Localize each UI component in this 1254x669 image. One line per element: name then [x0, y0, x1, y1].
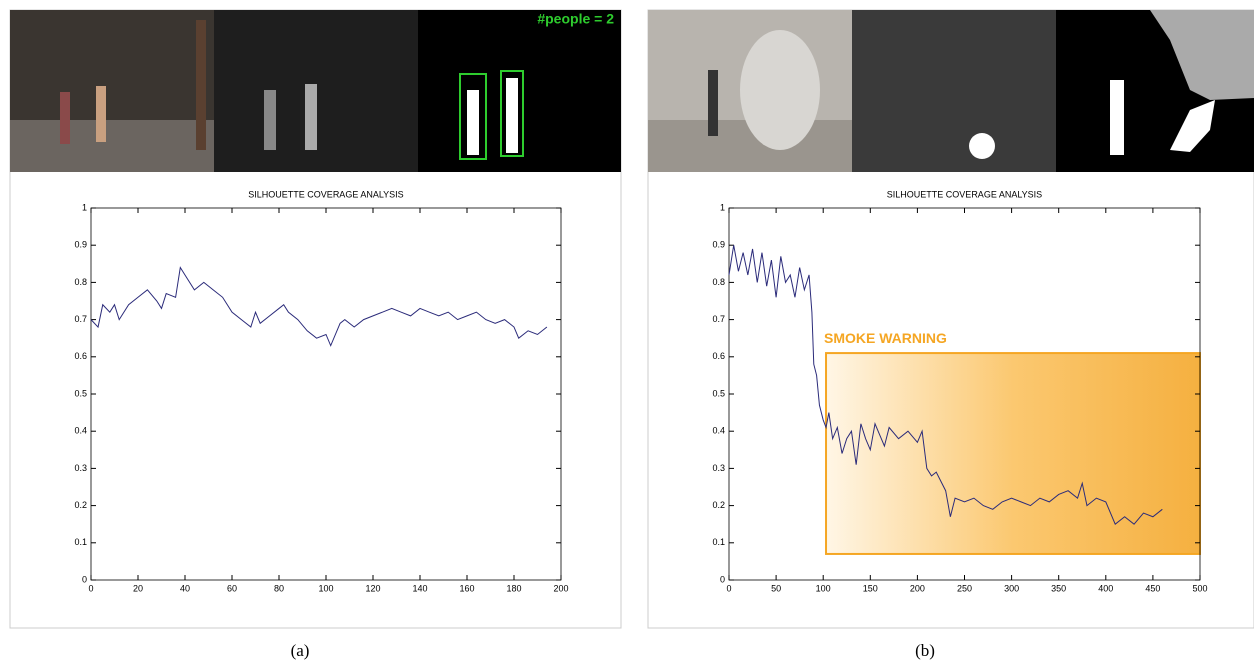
y-tick-label: 0.3 [712, 463, 725, 473]
warning-label: SMOKE WARNING [824, 330, 947, 346]
y-tick-label: 0.8 [74, 277, 87, 287]
person [96, 86, 106, 142]
smoke [740, 30, 820, 150]
x-tick-label: 120 [365, 583, 380, 593]
x-tick-label: 300 [1004, 583, 1019, 593]
x-tick-label: 500 [1192, 583, 1207, 593]
person [708, 70, 718, 136]
y-tick-label: 0.3 [74, 463, 87, 473]
y-tick-label: 0.4 [712, 426, 725, 436]
y-tick-label: 0.7 [74, 314, 87, 324]
person [264, 90, 276, 150]
x-tick-label: 160 [459, 583, 474, 593]
y-tick-label: 0.8 [712, 277, 725, 287]
silhouette [1110, 80, 1124, 155]
y-tick-label: 0.2 [712, 500, 725, 510]
silhouette-image [418, 10, 621, 172]
x-tick-label: 100 [318, 583, 333, 593]
x-tick-label: 100 [816, 583, 831, 593]
y-tick-label: 0.9 [74, 240, 87, 250]
y-tick-label: 0.6 [712, 351, 725, 361]
y-tick-label: 1 [720, 202, 725, 212]
silhouette [506, 78, 518, 153]
x-tick-label: 0 [88, 583, 93, 593]
x-tick-label: 50 [771, 583, 781, 593]
floor [10, 120, 214, 172]
y-tick-label: 0.4 [74, 426, 87, 436]
chart-title: SILHOUETTE COVERAGE ANALYSIS [887, 189, 1042, 199]
y-tick-label: 0.5 [74, 388, 87, 398]
x-tick-label: 450 [1145, 583, 1160, 593]
thermal-image [852, 10, 1056, 172]
x-tick-label: 180 [506, 583, 521, 593]
fire [969, 133, 995, 159]
y-tick-label: 0.5 [712, 388, 725, 398]
x-tick-label: 400 [1098, 583, 1113, 593]
y-tick-label: 0.6 [74, 351, 87, 361]
x-tick-label: 150 [863, 583, 878, 593]
pillar [196, 20, 206, 150]
y-tick-label: 0 [720, 574, 725, 584]
y-tick-label: 0 [82, 574, 87, 584]
y-tick-label: 0.9 [712, 240, 725, 250]
figure: #people = 2 (a) (b) SILHOUETTE COVERAGE … [0, 0, 1254, 664]
x-tick-label: 40 [180, 583, 190, 593]
y-tick-label: 1 [82, 202, 87, 212]
y-tick-label: 0.1 [712, 537, 725, 547]
x-tick-label: 0 [726, 583, 731, 593]
chart-title: SILHOUETTE COVERAGE ANALYSIS [248, 189, 403, 199]
x-tick-label: 200 [553, 583, 568, 593]
silhouette [467, 90, 479, 155]
y-tick-label: 0.2 [74, 500, 87, 510]
caption: (a) [291, 641, 310, 660]
caption: (b) [915, 641, 935, 660]
people-count: #people = 2 [537, 11, 614, 27]
x-tick-label: 200 [910, 583, 925, 593]
y-tick-label: 0.7 [712, 314, 725, 324]
x-tick-label: 250 [957, 583, 972, 593]
warning-box [826, 353, 1200, 554]
y-tick-label: 0.1 [74, 537, 87, 547]
person [305, 84, 317, 150]
person [60, 92, 70, 144]
x-tick-label: 60 [227, 583, 237, 593]
x-tick-label: 80 [274, 583, 284, 593]
x-tick-label: 20 [133, 583, 143, 593]
x-tick-label: 350 [1051, 583, 1066, 593]
x-tick-label: 140 [412, 583, 427, 593]
